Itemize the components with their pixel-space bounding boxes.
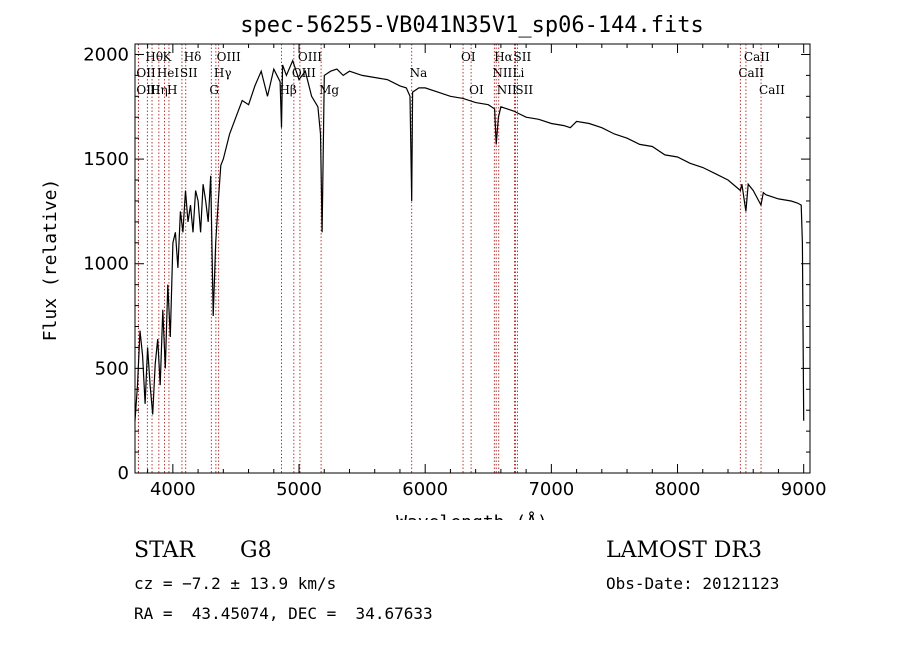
spectral-line-label: Hη <box>150 83 168 97</box>
spectral-line-label: NII <box>497 83 517 97</box>
y-tick-label: 2000 <box>83 44 129 65</box>
x-tick-label: 7000 <box>528 479 574 500</box>
spectrum-line <box>134 59 805 421</box>
x-tick-label: 5000 <box>276 479 322 500</box>
x-tick-label: 4000 <box>150 479 196 500</box>
spectral-line-label: G <box>209 83 219 97</box>
chart-title: spec-56255-VB041N35V1_sp06-144.fits <box>240 13 704 38</box>
spectral-line-label: OIII <box>298 50 322 64</box>
redshift-velocity: cz = −7.2 ± 13.9 km/s <box>134 574 337 593</box>
object-class: STAR <box>134 538 195 563</box>
spectral-line-label: OIII <box>217 50 241 64</box>
x-axis-label: Wavelength (Å) <box>396 511 548 520</box>
y-tick-label: 1500 <box>83 149 129 170</box>
spectral-line-label: Li <box>513 66 525 80</box>
spectral-line-label: Na <box>410 66 428 80</box>
spectral-line-label: Hα <box>494 50 513 64</box>
spectral-line-label: CaII <box>759 83 785 97</box>
y-tick-label: 1000 <box>83 254 129 275</box>
spectral-line-label: OII <box>136 66 156 80</box>
spectral-line-label: Mg <box>319 83 339 97</box>
spectral-line-label: Hγ <box>214 66 232 80</box>
spectral-line-label: NII <box>492 66 512 80</box>
x-tick-label: 8000 <box>655 479 701 500</box>
spectral-line-label: SII <box>180 66 198 80</box>
spectral-line-label: HeI <box>157 66 180 80</box>
plot-frame <box>134 43 811 474</box>
spectral-line-label: Hθ <box>145 50 163 64</box>
survey-name: LAMOST DR3 <box>606 538 762 563</box>
x-axis-ticks: 4000 5000 6000 7000 8000 9000 <box>147 44 827 500</box>
observation-date: Obs-Date: 20121123 <box>606 574 780 593</box>
y-tick-label: 0 <box>118 463 129 484</box>
spectral-line-markers <box>137 44 762 473</box>
spectral-line-label: CaII <box>738 66 764 80</box>
spectral-line-label: Hδ <box>184 50 202 64</box>
y-axis-label: Flux (relative) <box>40 179 61 342</box>
x-tick-label: 6000 <box>402 479 448 500</box>
spectrum-chart: spec-56255-VB041N35V1_sp06-144.fits Hθ OI… <box>40 13 827 520</box>
spectral-line-label: Hβ <box>279 83 296 97</box>
spectral-line-label: CaII <box>744 50 770 64</box>
y-axis-ticks: 0 500 1000 1500 2000 <box>83 44 810 484</box>
spectral-line-label: OI <box>469 83 484 97</box>
x-tick-label: 9000 <box>781 479 827 500</box>
spectral-line-label: SII <box>515 83 533 97</box>
y-tick-label: 500 <box>95 358 129 379</box>
spectral-line-label: K <box>163 50 173 64</box>
spectral-line-label: OI <box>461 50 476 64</box>
spectral-line-label: SII <box>514 50 532 64</box>
sky-coordinates: RA = 43.45074, DEC = 34.67633 <box>134 604 433 623</box>
spectral-line-label: OIII <box>136 83 160 97</box>
object-subclass: G8 <box>240 538 272 563</box>
spectral-line-label: H <box>167 83 177 97</box>
